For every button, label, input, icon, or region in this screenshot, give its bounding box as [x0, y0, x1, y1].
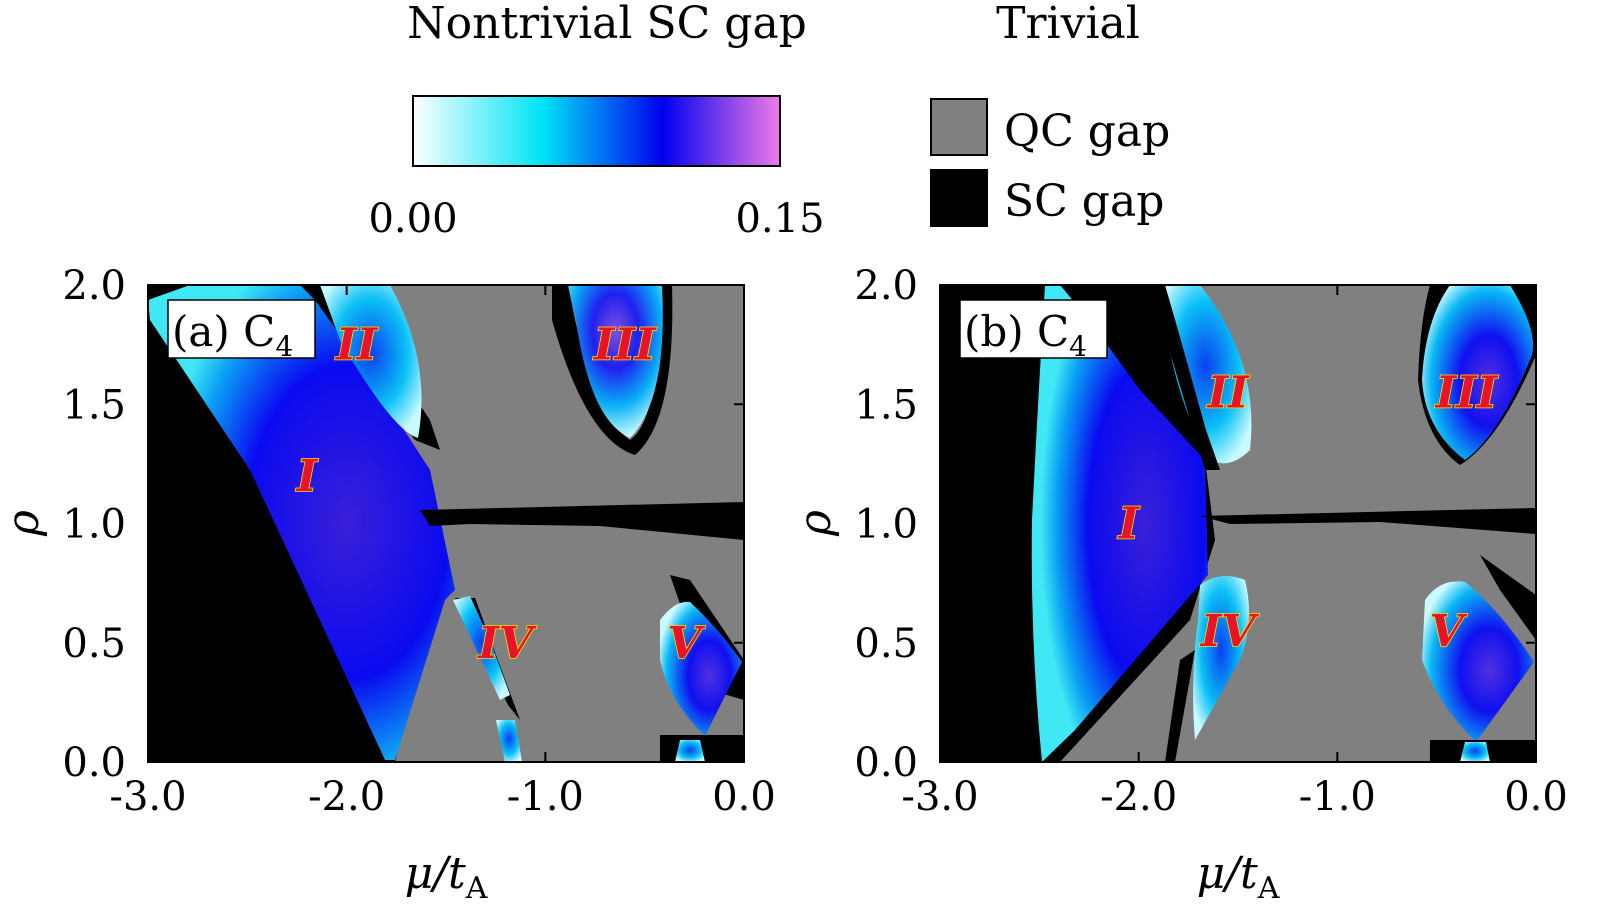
- panel-a-region-iii: III: [592, 320, 657, 371]
- panel-b-tag-box: [959, 299, 1108, 359]
- panel-a-xtick-label-3: 0.0: [712, 774, 776, 820]
- panel-b-ylabel: ρ: [790, 510, 841, 537]
- panel-b-region-iv: IV: [1199, 606, 1260, 657]
- panel-a-ytick-label-3: 1.5: [62, 382, 126, 428]
- panel-a-xtick-label-1: -2.0: [308, 774, 385, 820]
- colorbar: [412, 95, 781, 167]
- panel-a-heatmap: [148, 285, 744, 762]
- panel-b-axes: -3.0 -2.0 -1.0 0.0 0.0 0.5 1.0 1.5 2.0: [854, 263, 1567, 820]
- panel-a-label: (a) C4: [172, 307, 293, 363]
- panel-a-region-ii: II: [334, 320, 379, 371]
- panel-a-region-i: I: [295, 451, 319, 502]
- colorbar-min-label: 0.00: [368, 196, 457, 242]
- panel-b-region-i: I: [1116, 499, 1140, 550]
- panel-a: (a) C4 -3.0 -2.0 -1.0 0.00.00.51.01.52.0 II…: [0, 263, 776, 906]
- panel-a-tag: (a) C4: [167, 299, 316, 363]
- colorbar-max-label: 0.15: [735, 196, 824, 242]
- panel-b-xtick-label-3: 0.0: [1504, 774, 1568, 820]
- panel-b-tag: (b) C4: [959, 299, 1108, 363]
- qc-gap-swatch: [930, 98, 988, 156]
- panel-b-xtick-label-0: -3.0: [901, 774, 978, 820]
- trivial-legend-title: Trivial: [996, 0, 1140, 49]
- panel-a-ytick-label-4: 2.0: [62, 263, 126, 309]
- panel-b-region-v: V: [1430, 606, 1468, 657]
- panel-b-ytick-label-4: 2.0: [854, 263, 918, 309]
- legend: Nontrivial SC gap Trivial 0.00 0.15 QC g…: [368, 0, 1170, 242]
- panel-b-ytick-label-2: 1.0: [854, 502, 918, 548]
- panel-a-tag-box: [167, 299, 316, 359]
- panel-b-region-iii: III: [1434, 367, 1499, 418]
- panel-b-label: (b) C4: [964, 307, 1087, 363]
- panel-b-xtick-label-2: -1.0: [1299, 774, 1376, 820]
- panel-b-xlabel: μ/tA: [1197, 848, 1280, 906]
- sc-gap-swatch: [930, 169, 988, 227]
- panel-a-ytick-label-2: 1.0: [62, 502, 126, 548]
- qc-gap-label: QC gap: [1004, 106, 1170, 157]
- panel-a-ytick-label-1: 0.5: [62, 621, 126, 667]
- panel-a-region-v: V: [667, 618, 705, 669]
- panel-b-region-ii: II: [1205, 367, 1250, 418]
- panel-b-xtick-label-1: -2.0: [1100, 774, 1177, 820]
- panel-a-xtick-label-2: -1.0: [507, 774, 584, 820]
- panel-a-axes: -3.0 -2.0 -1.0 0.0 0.0 0.5 1.0 1.5 2.0: [62, 263, 775, 820]
- panel-b-ytick-label-3: 1.5: [854, 382, 918, 428]
- panel-b-ytick-label-1: 0.5: [854, 621, 918, 667]
- panel-a-xlabel: μ/tA: [405, 848, 488, 906]
- panel-a-ytick-label-0: 0.0: [62, 740, 126, 786]
- panel-a-xtick-label-0: -3.0: [109, 774, 186, 820]
- nontrivial-legend-title: Nontrivial SC gap: [407, 0, 807, 49]
- panel-b-ytick-label-0: 0.0: [854, 740, 918, 786]
- panel-b-heatmap: [940, 285, 1536, 762]
- panel-b: (b) C4 -3.0 -2.0 -1.0 0.00.00.51.01.52.0 II…: [790, 263, 1568, 906]
- panel-a-ylabel: ρ: [0, 510, 49, 537]
- sc-gap-label: SC gap: [1004, 176, 1164, 227]
- panel-a-region-iv: IV: [476, 618, 537, 669]
